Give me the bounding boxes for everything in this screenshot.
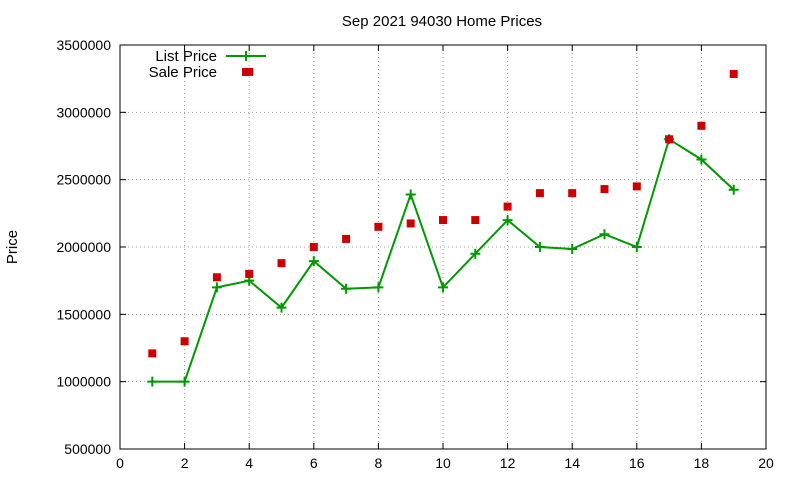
- x-tick-label: 12: [500, 455, 516, 471]
- sale-price-point: [180, 337, 189, 346]
- sale-price-point: [568, 189, 577, 198]
- list-price-point: [631, 242, 642, 252]
- sale-price-point: [600, 185, 609, 194]
- list-price-point: [728, 184, 739, 195]
- list-price-point: [341, 283, 352, 294]
- sale-price-point: [309, 243, 318, 251]
- list-price-point: [276, 302, 287, 313]
- y-tick-label: 2000000: [56, 239, 111, 255]
- sale-price-point: [697, 121, 706, 130]
- sale-price-point: [342, 234, 351, 243]
- sale-price-point: [374, 222, 383, 231]
- sale-price-point: [406, 219, 415, 228]
- x-tick-label: 6: [310, 455, 318, 471]
- list-price-point: [599, 229, 610, 240]
- x-tick-label: 4: [245, 455, 253, 471]
- list-price-point: [438, 282, 448, 293]
- y-tick-label: 3000000: [56, 104, 111, 120]
- list-price-point: [147, 376, 158, 387]
- sale-price-point: [535, 189, 544, 198]
- x-tick-label: 16: [629, 455, 645, 471]
- sale-price-point: [148, 349, 157, 358]
- x-tick-label: 14: [564, 455, 580, 471]
- list-price-point: [534, 242, 545, 252]
- list-price-point: [696, 154, 707, 165]
- sale-price-point: [729, 69, 738, 78]
- sale-price-point: [665, 135, 674, 144]
- list-price-point: [373, 282, 384, 293]
- list-price-point: [470, 248, 481, 259]
- x-tick-label: 18: [694, 455, 710, 471]
- y-axis-label: Price: [4, 230, 21, 264]
- y-tick-label: 1500000: [56, 306, 111, 322]
- list-price-point: [405, 189, 416, 200]
- y-tick-label: 2500000: [56, 172, 111, 188]
- list-price-point: [179, 376, 190, 387]
- sale-price-point: [277, 259, 286, 268]
- list-price-point: [308, 256, 319, 267]
- grid-lines: [120, 45, 766, 449]
- sale-price-point: [503, 202, 512, 211]
- x-tick-label: 0: [116, 455, 124, 471]
- sale-price-point: [471, 216, 480, 225]
- list-price-point: [502, 215, 513, 226]
- y-tick-label: 500000: [64, 441, 111, 457]
- legend-swatch-marker: [242, 68, 250, 76]
- legend-label: List Price: [155, 48, 217, 65]
- sale-price-point: [632, 182, 641, 191]
- y-tick-label: 1000000: [56, 374, 111, 390]
- x-tick-label: 2: [181, 455, 189, 471]
- sale-price-point: [245, 269, 254, 278]
- x-tick-label: 10: [435, 455, 451, 471]
- x-tick-label: 8: [375, 455, 383, 471]
- legend-label: Sale Price: [149, 64, 217, 81]
- series-list-price: [147, 134, 739, 387]
- data-series: [147, 67, 739, 387]
- legend-swatch-marker: [241, 51, 251, 61]
- sale-price-point: [212, 273, 221, 282]
- sale-price-point: [439, 216, 447, 225]
- y-tick-label: 3500000: [56, 37, 111, 53]
- x-tick-label: 20: [758, 455, 774, 471]
- chart-title: Sep 2021 94030 Home Prices: [342, 13, 542, 30]
- axis-ticks: 0 2 4 6 8 10 12 14 16 18 20 500000 1000000 1500000 200…: [56, 37, 774, 471]
- list-price-point: [567, 244, 578, 255]
- list-price-point: [211, 282, 222, 293]
